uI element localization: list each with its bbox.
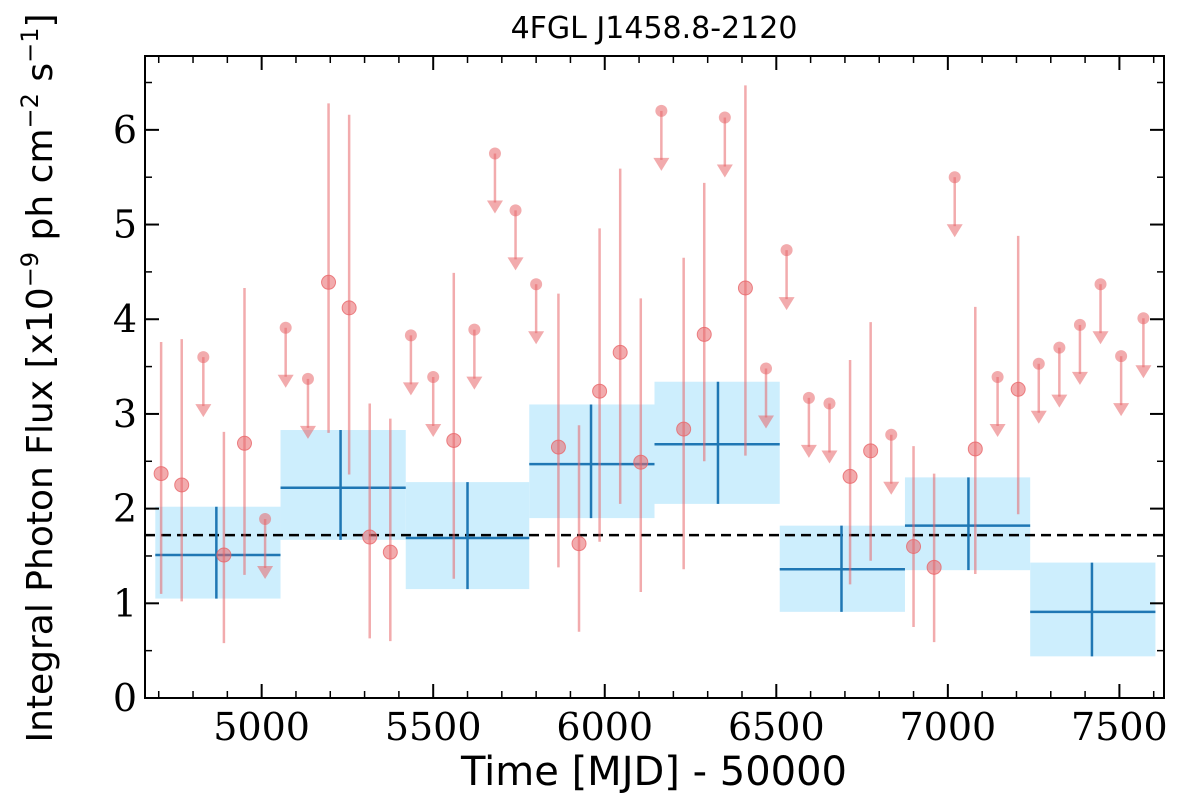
measurement-point xyxy=(696,326,712,342)
y-axis-label-close: ] xyxy=(20,13,61,27)
upper-limit-point xyxy=(1032,357,1045,370)
measurement-point xyxy=(174,477,190,493)
upper-limit-point xyxy=(530,278,543,291)
upper-limit-arrowhead xyxy=(425,424,442,437)
measurement-point xyxy=(906,538,922,554)
upper-limit-arrowhead xyxy=(716,164,733,178)
measurement-point xyxy=(633,454,649,470)
measurement-point xyxy=(382,544,398,560)
x-tick-label: 5500 xyxy=(385,705,482,749)
y-tick-label: 6 xyxy=(113,108,137,152)
upper-limit-arrowhead xyxy=(778,297,795,311)
measurement-point xyxy=(571,536,587,552)
upper-limit-arrowhead xyxy=(486,200,503,214)
measurement-point xyxy=(592,383,608,399)
upper-limit-point xyxy=(1115,350,1128,363)
upper-limit-arrowhead xyxy=(299,425,316,439)
upper-limit-arrowhead xyxy=(1071,371,1088,385)
upper-limit-arrowhead xyxy=(800,444,817,458)
y-axis-label-exponent-flux: −9 xyxy=(16,252,44,287)
y-axis-label: Integral Photon Flux [x10−9 ph cm−2 s−1] xyxy=(16,13,61,742)
upper-limit-point xyxy=(427,371,440,383)
upper-limit-arrowhead xyxy=(653,157,670,171)
y-tick-label: 0 xyxy=(113,676,137,720)
measurement-point xyxy=(737,280,753,296)
upper-limit-arrowhead xyxy=(1135,365,1152,379)
measurement-point xyxy=(216,547,232,563)
bin-error-box xyxy=(280,430,406,540)
upper-limit-point xyxy=(991,371,1004,383)
x-tick-label: 5000 xyxy=(213,705,310,749)
upper-limit-point xyxy=(780,244,793,257)
upper-limit-arrowhead xyxy=(507,257,524,271)
upper-limit-arrowhead xyxy=(821,450,838,464)
upper-limit-point xyxy=(1137,312,1150,325)
upper-limit-point xyxy=(718,111,731,124)
y-tick-label: 3 xyxy=(113,392,137,436)
y-tick-label: 4 xyxy=(113,297,137,341)
upper-limit-point xyxy=(802,391,815,404)
upper-limit-arrowhead xyxy=(1113,403,1130,417)
upper-limit-point xyxy=(655,104,668,117)
y-axis-label-exponent-area: −2 xyxy=(16,93,44,128)
upper-limit-point xyxy=(404,329,417,342)
measurement-point xyxy=(550,439,566,455)
y-tick-label: 2 xyxy=(113,487,137,531)
measurement-point xyxy=(446,432,462,448)
upper-limit-arrowhead xyxy=(402,382,419,396)
upper-limit-point xyxy=(760,362,773,375)
upper-limit-point xyxy=(1073,318,1086,331)
upper-limit-point xyxy=(1053,341,1066,354)
y-tick-label: 5 xyxy=(113,203,137,247)
upper-limit-point xyxy=(823,397,836,410)
upper-limit-arrowhead xyxy=(528,331,545,345)
upper-limit-point xyxy=(279,321,292,334)
upper-limit-arrowhead xyxy=(946,224,963,238)
upper-limit-point xyxy=(301,372,314,385)
measurement-point xyxy=(1010,381,1026,397)
measurement-point xyxy=(341,300,357,316)
measurement-point xyxy=(863,443,879,459)
measurement-point xyxy=(967,441,983,457)
upper-limit-point xyxy=(197,351,210,364)
y-axis-label-time-unit: s xyxy=(20,63,61,93)
upper-limit-arrowhead xyxy=(195,404,212,418)
x-tick-label: 6000 xyxy=(556,705,653,749)
upper-limit-point xyxy=(468,323,481,336)
plot-frame xyxy=(144,55,1165,699)
chart-title: 4FGL J1458.8-2120 xyxy=(511,11,798,46)
measurement-point xyxy=(153,466,169,482)
upper-limit-arrowhead xyxy=(277,374,294,388)
upper-limit-arrowhead xyxy=(1051,394,1068,408)
upper-limit-arrowhead xyxy=(989,424,1006,437)
y-axis-label-main: Integral Photon Flux [x10 xyxy=(20,287,61,742)
x-tick-label: 7000 xyxy=(899,705,996,749)
upper-limit-arrowhead xyxy=(466,376,483,390)
measurement-point xyxy=(842,468,858,484)
measurement-point xyxy=(362,529,378,545)
y-tick-label: 1 xyxy=(113,581,137,625)
measurement-point xyxy=(321,274,337,290)
upper-limit-point xyxy=(509,204,522,217)
upper-limit-point xyxy=(1094,278,1107,291)
upper-limit-point xyxy=(885,428,898,441)
measurement-point xyxy=(926,559,942,575)
measurement-point xyxy=(676,421,692,437)
upper-limit-point xyxy=(259,513,272,526)
upper-limit-arrowhead xyxy=(883,481,900,495)
upper-limit-point xyxy=(488,147,501,160)
upper-limit-arrowhead xyxy=(758,415,775,429)
y-axis-label-area-unit: ph cm xyxy=(20,128,61,251)
measurement-point xyxy=(612,344,628,360)
upper-limit-arrowhead xyxy=(1030,410,1047,424)
x-tick-label: 6500 xyxy=(728,705,825,749)
upper-limit-arrowhead xyxy=(1092,331,1109,345)
x-tick-label: 7500 xyxy=(1071,705,1168,749)
y-axis-label-exponent-time: −1 xyxy=(16,28,44,63)
measurement-point xyxy=(236,435,252,451)
upper-limit-arrowhead xyxy=(257,566,274,580)
x-axis-label: Time [MJD] - 50000 xyxy=(460,749,847,795)
upper-limit-point xyxy=(948,171,961,184)
